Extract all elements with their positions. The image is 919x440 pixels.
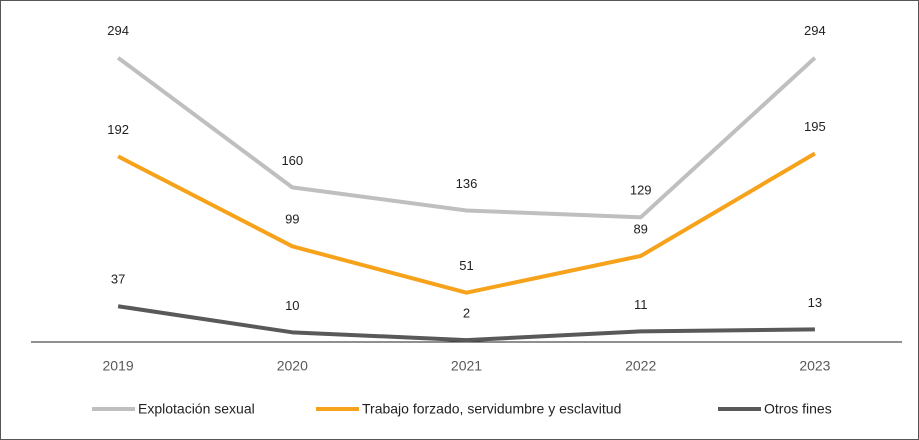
data-label: 129 xyxy=(630,183,652,198)
data-label: 294 xyxy=(804,23,826,38)
legend-label: Explotación sexual xyxy=(138,401,255,417)
series-line xyxy=(116,56,817,220)
x-tick-label: 2019 xyxy=(103,358,134,374)
legend-label: Trabajo forzado, servidumbre y esclavitu… xyxy=(362,401,621,417)
x-tick-label: 2021 xyxy=(451,358,482,374)
x-tick-label: 2022 xyxy=(625,358,656,374)
data-label: 160 xyxy=(281,153,303,168)
x-tick-label: 2020 xyxy=(277,358,308,374)
data-label: 37 xyxy=(111,272,125,287)
series-line xyxy=(117,304,815,343)
legend-label: Otros fines xyxy=(764,401,832,417)
data-label: 136 xyxy=(456,176,478,191)
data-label: 51 xyxy=(459,258,473,273)
data-label: 99 xyxy=(285,212,299,227)
data-label: 294 xyxy=(107,23,129,38)
data-label: 195 xyxy=(804,119,826,134)
series-line xyxy=(117,151,816,295)
data-label: 10 xyxy=(285,298,299,313)
data-label: 2 xyxy=(463,306,470,321)
data-label: 11 xyxy=(634,297,648,312)
data-label: 89 xyxy=(633,221,647,236)
data-label: 192 xyxy=(107,122,129,137)
data-label: 13 xyxy=(808,295,822,310)
x-tick-label: 2023 xyxy=(799,358,830,374)
